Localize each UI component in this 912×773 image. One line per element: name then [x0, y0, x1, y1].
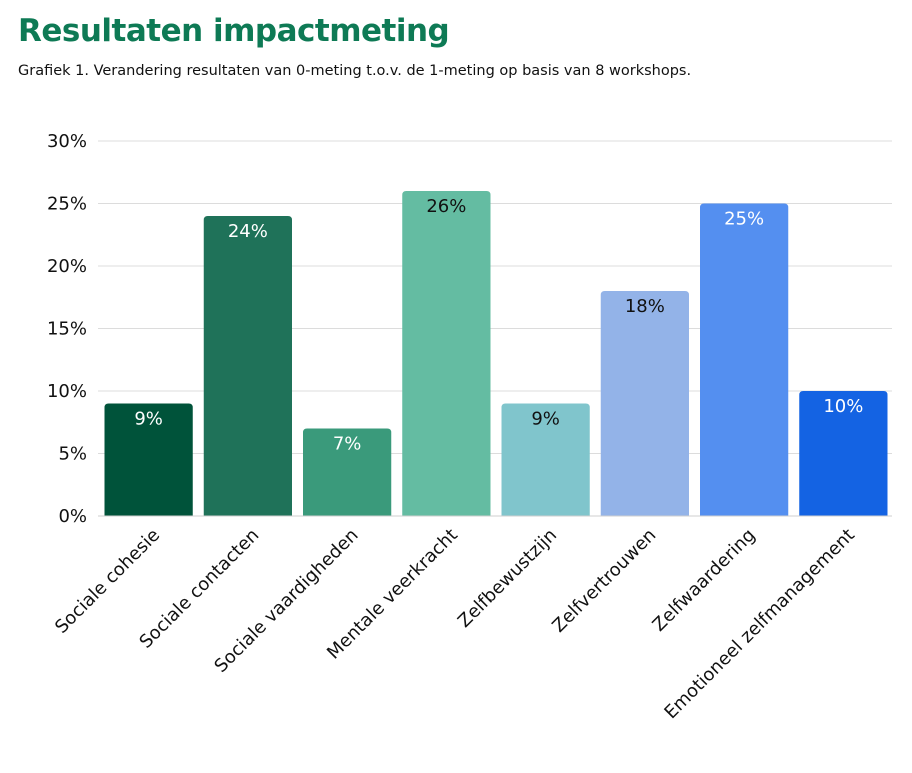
bar [501, 403, 590, 516]
bar [799, 391, 888, 516]
bar [600, 291, 689, 516]
x-tick-label: Zelfbewustzijn [454, 525, 561, 632]
chart-title: Resultaten impactmeting [18, 13, 450, 49]
y-tick-label: 10% [47, 381, 87, 402]
data-label: 7% [333, 434, 362, 455]
bar [402, 191, 491, 516]
y-tick-label: 5% [58, 444, 87, 465]
data-label: 25% [724, 209, 764, 230]
data-label: 26% [426, 196, 466, 217]
data-label: 18% [625, 296, 665, 317]
data-label: 9% [134, 409, 163, 430]
y-tick-label: 20% [47, 256, 87, 277]
x-tick-label: Emotioneel zelfmanagement [660, 525, 858, 723]
y-tick-label: 25% [47, 194, 87, 215]
y-tick-label: 30% [47, 131, 87, 152]
bar [303, 428, 392, 516]
x-tick-label: Zelfvertrouwen [548, 525, 660, 637]
bar [203, 216, 292, 516]
data-label: 9% [531, 409, 560, 430]
bar [700, 203, 789, 516]
bar [104, 403, 193, 516]
data-label: 24% [228, 221, 268, 242]
chart-subtitle: Grafiek 1. Verandering resultaten van 0-… [18, 63, 692, 79]
y-tick-label: 0% [58, 506, 87, 527]
y-tick-label: 15% [47, 319, 87, 340]
data-label: 10% [823, 396, 863, 417]
x-tick-label: Sociale cohesie [51, 525, 164, 638]
x-tick-label: Zelfwaardering [649, 525, 760, 636]
